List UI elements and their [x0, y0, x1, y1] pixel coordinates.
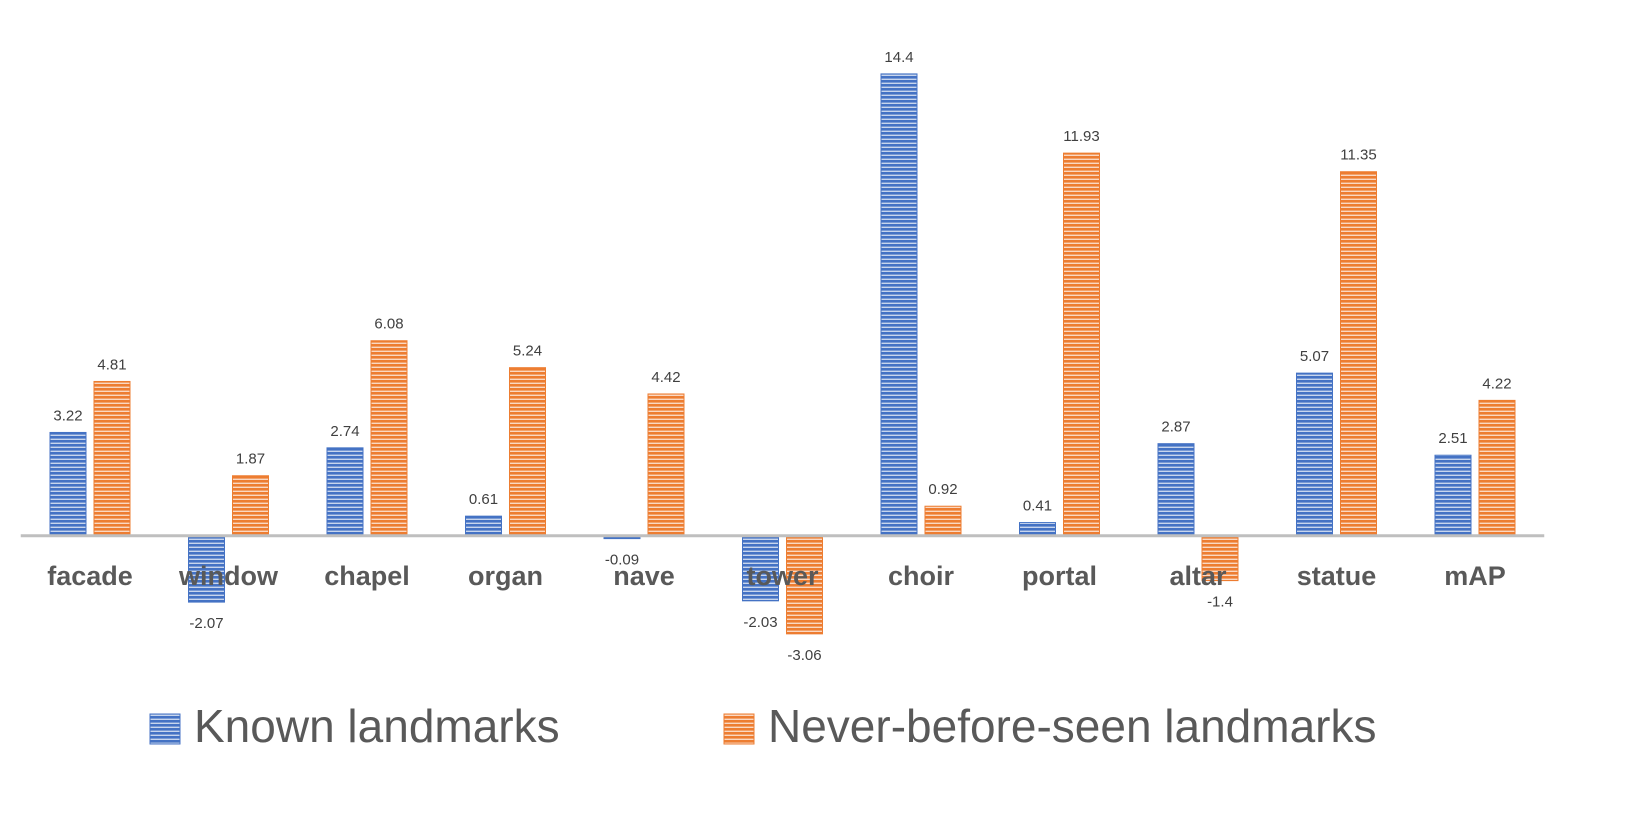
x-tick-label: nave: [613, 561, 675, 591]
value-label: 2.87: [1161, 419, 1190, 436]
legend-label: Never-before-seen landmarks: [768, 700, 1377, 752]
bar: [1063, 152, 1100, 537]
value-label: 1.87: [236, 451, 265, 468]
bar: [1019, 522, 1056, 537]
bar: [742, 535, 779, 602]
bar: [49, 431, 87, 537]
bar: [232, 475, 269, 537]
bar: [370, 340, 408, 537]
value-label: 4.42: [651, 369, 680, 386]
bar: [326, 447, 364, 537]
legend-swatch: [149, 713, 181, 745]
bar: [924, 505, 962, 537]
value-label: 0.41: [1023, 498, 1052, 515]
value-label: 3.22: [53, 407, 82, 424]
value-label: -3.06: [787, 647, 821, 664]
value-label: 5.24: [513, 343, 542, 360]
bar: [647, 393, 685, 537]
bar: [1340, 171, 1377, 537]
bar: [1157, 443, 1195, 537]
value-label: 14.4: [884, 49, 913, 66]
bar: [188, 535, 225, 603]
value-label: 2.51: [1438, 430, 1467, 447]
value-label: -1.4: [1207, 594, 1233, 611]
bar: [93, 380, 131, 537]
value-label: 4.81: [97, 356, 126, 373]
value-label: -2.07: [189, 615, 223, 632]
value-label: 0.92: [928, 481, 957, 498]
x-tick-label: facade: [47, 561, 133, 591]
value-label: 6.08: [374, 316, 403, 333]
value-label: -0.09: [605, 552, 639, 569]
x-tick-label: mAP: [1444, 561, 1506, 591]
x-tick-label: choir: [888, 561, 955, 591]
value-label: 11.93: [1063, 128, 1099, 145]
legend-swatch: [723, 713, 755, 745]
value-label: 11.35: [1340, 147, 1376, 164]
value-label: 5.07: [1300, 348, 1329, 365]
bar: [465, 515, 502, 537]
x-tick-label: chapel: [324, 561, 410, 591]
x-tick-label: statue: [1297, 561, 1377, 591]
bar: [1434, 454, 1472, 537]
legend-label: Known landmarks: [194, 700, 560, 752]
bar: [1478, 399, 1516, 537]
x-tick-label: organ: [468, 561, 543, 591]
bar: [1296, 372, 1333, 537]
bar: [509, 367, 546, 537]
value-label: 4.22: [1482, 375, 1511, 392]
x-tick-label: window: [178, 561, 279, 591]
bar: [880, 73, 918, 537]
x-tick-label: tower: [746, 561, 819, 591]
value-label: 2.74: [330, 423, 359, 440]
x-tick-label: altar: [1169, 561, 1227, 591]
value-label: -2.03: [743, 614, 777, 631]
bar: [786, 535, 823, 635]
x-tick-label: portal: [1022, 561, 1097, 591]
value-label: 0.61: [469, 491, 498, 508]
